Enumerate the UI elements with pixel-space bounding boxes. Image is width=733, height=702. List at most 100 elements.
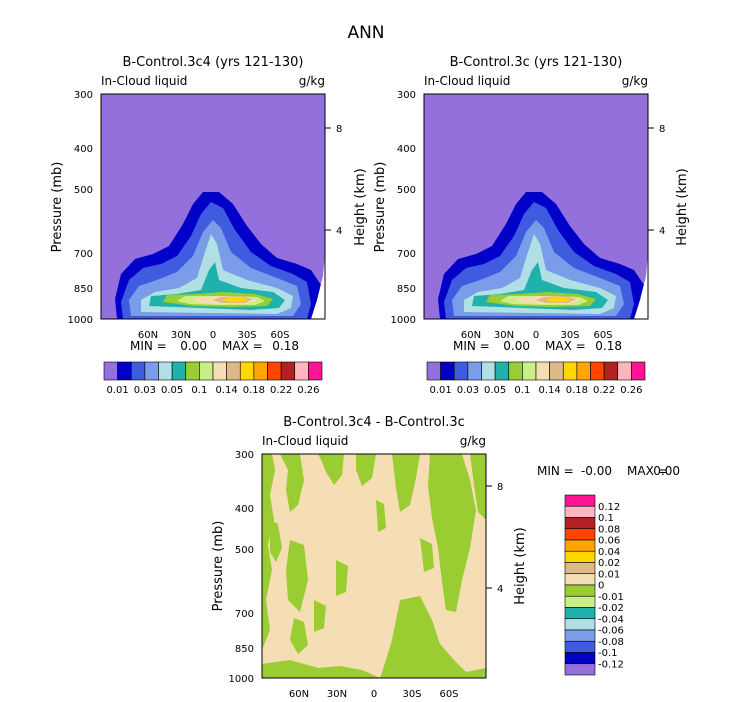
contour-field (262, 454, 486, 678)
y2-tick-label: 8 (497, 482, 503, 493)
y-axis-left: 300 400 500 700 850 1000 (391, 90, 416, 326)
y-tick-label: 1000 (229, 674, 254, 685)
min-label: MIN = (537, 464, 574, 478)
colorbar-swatch (117, 361, 132, 381)
y-axis-label: Pressure (mb) (211, 521, 226, 612)
y-tick-label: 1000 (68, 315, 93, 326)
colorbar-swatch (226, 361, 241, 381)
y-tick-label: 500 (235, 545, 254, 556)
colorbar-swatch (440, 361, 455, 381)
units-label: g/kg (460, 434, 486, 448)
colorbar-label: 0.1 (191, 385, 207, 396)
figure-title: ANN (347, 23, 384, 43)
variable-label: In-Cloud liquid (101, 74, 187, 88)
colorbar-swatch (267, 361, 282, 381)
colorbar-label: -0.06 (598, 626, 624, 637)
colorbar-label: 0.03 (134, 385, 156, 396)
colorbar: 0.120.10.080.060.040.020.010-0.01-0.02-0… (564, 494, 624, 676)
colorbar-label: -0.12 (598, 659, 624, 670)
x-tick-label: 60N (289, 689, 309, 700)
y-tick-label: 400 (397, 144, 416, 155)
colorbar-swatch (239, 361, 255, 381)
y-tick-label: 400 (235, 504, 254, 515)
x-tick-label: 30S (560, 330, 579, 341)
y2-tick-label: 8 (659, 124, 665, 135)
colorbar-label: 0.26 (620, 385, 642, 396)
colorbar-label: 0.05 (484, 385, 506, 396)
colorbar-swatch (564, 573, 596, 586)
colorbar-label: 0.12 (598, 502, 620, 513)
colorbar-swatch (130, 361, 146, 381)
min-value: 0.00 (180, 339, 207, 353)
colorbar-label: 0.01 (598, 569, 620, 580)
panel-control-3c: B-Control.3c (yrs 121-130) In-Cloud liqu… (373, 55, 690, 396)
variable-label: In-Cloud liquid (424, 74, 510, 88)
colorbar-label: 0.26 (297, 385, 319, 396)
plot-frame (261, 453, 487, 679)
colorbar-label: -0.01 (598, 592, 624, 603)
colorbar-swatch (426, 361, 441, 381)
units-label: g/kg (299, 74, 325, 88)
colorbar-swatch (171, 361, 187, 381)
colorbar-swatch (617, 361, 632, 381)
colorbar-swatch (564, 618, 596, 631)
colorbar-label: -0.02 (598, 603, 624, 614)
y2-tick-label: 4 (659, 226, 665, 237)
colorbar-label: 0.05 (161, 385, 183, 396)
colorbar-label: 0.22 (270, 385, 292, 396)
colorbar-label: 0.1 (598, 513, 614, 524)
panel-title: B-Control.3c (yrs 121-130) (450, 55, 623, 70)
colorbar-swatch (564, 494, 596, 507)
x-tick-label: 30N (494, 330, 514, 341)
y2-axis-label: Height (km) (513, 527, 528, 604)
y-axis-left: 300 400 500 700 850 1000 (68, 90, 93, 326)
colorbar-swatch (199, 361, 214, 381)
colorbar-label: 0.04 (598, 547, 620, 558)
x-tick-label: 60S (270, 330, 289, 341)
colorbar-swatch (564, 595, 596, 608)
colorbar-swatch (564, 584, 596, 597)
colorbar-swatch (549, 361, 564, 381)
colorbar-swatch (494, 361, 510, 381)
y-axis-right (486, 485, 492, 589)
y-tick-label: 300 (235, 450, 254, 461)
colorbar-swatch (564, 550, 596, 563)
colorbar-label: -0.04 (598, 614, 624, 625)
contour-field (424, 94, 648, 319)
y-tick-label: 850 (235, 644, 254, 655)
colorbar-swatch (564, 505, 596, 518)
panel-difference: B-Control.3c4 - B-Control.3c In-Cloud li… (211, 415, 680, 700)
colorbar-swatch (564, 652, 596, 665)
colorbar-swatch (103, 361, 118, 381)
panel-title: B-Control.3c4 - B-Control.3c (283, 415, 465, 430)
x-axis: 60N 30N 0 30S 60S (289, 689, 459, 700)
y-tick-label: 1000 (391, 315, 416, 326)
max-label: MAX = (545, 339, 586, 353)
colorbar-swatch (590, 361, 605, 381)
y-tick-label: 300 (397, 90, 416, 101)
min-label: MIN = (453, 339, 490, 353)
colorbar: 0.01 0.03 0.05 0.1 0.14 0.18 0.22 0.26 (103, 361, 323, 396)
colorbar-swatch (564, 629, 596, 642)
y-tick-label: 500 (74, 185, 93, 196)
colorbar-label: 0.18 (243, 385, 265, 396)
y-axis-label: Pressure (mb) (50, 162, 65, 253)
colorbar-swatch (564, 663, 596, 676)
y-tick-label: 700 (397, 249, 416, 260)
colorbar-label: 0.01 (429, 385, 451, 396)
colorbar-label: 0.02 (598, 558, 620, 569)
x-tick-label: 30S (402, 689, 421, 700)
colorbar-swatch (631, 361, 646, 381)
panel-control-3c4: B-Control.3c4 (yrs 121-130) In-Cloud liq… (50, 55, 368, 396)
x-tick-label: 60S (439, 689, 458, 700)
y-tick-label: 850 (397, 284, 416, 295)
colorbar-swatch (212, 361, 227, 381)
x-tick-label: 0 (371, 689, 377, 700)
colorbar-label: 0.14 (538, 385, 560, 396)
y-axis-right (648, 127, 654, 231)
colorbar-label: 0.1 (514, 385, 530, 396)
colorbar-swatch (185, 361, 200, 381)
y2-tick-label: 8 (336, 124, 342, 135)
colorbar-swatch (144, 361, 159, 381)
